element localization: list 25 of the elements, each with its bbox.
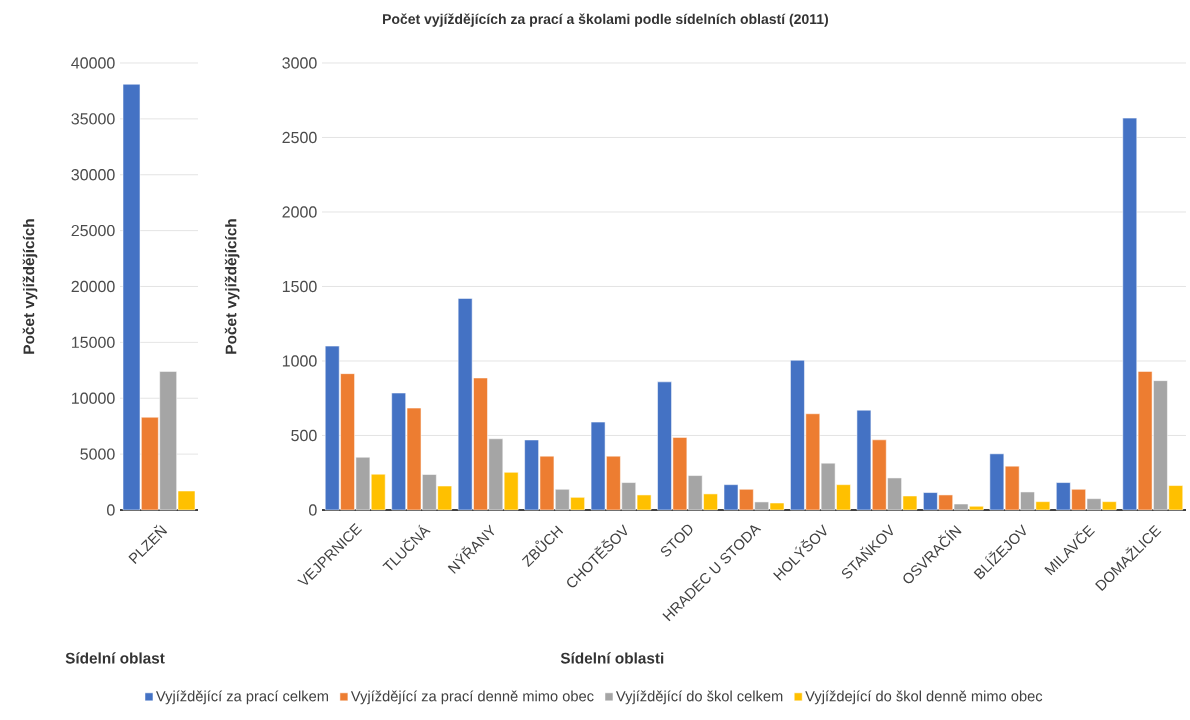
y-tick-label: 2000 xyxy=(282,206,317,218)
y-tick-label: 0 xyxy=(107,504,115,516)
y-tick-label: 40000 xyxy=(71,57,115,69)
legend-label: Vyjíždející do škol denně mimo obec xyxy=(805,690,1043,705)
y-tick-label: 2500 xyxy=(282,131,317,144)
y-tick-label: 500 xyxy=(291,429,317,442)
y-axis-title: Počet vyjíždějících xyxy=(224,219,240,354)
legend-label: Vyjíždějící za prací denně mimo obec xyxy=(350,690,594,705)
y-tick-label: 15000 xyxy=(72,336,115,349)
y-tick-label: 1000 xyxy=(282,355,317,367)
y-tick-label: 35000 xyxy=(71,113,115,125)
x-axis-title: Sídelní oblast xyxy=(65,652,165,664)
y-tick-label: 10000 xyxy=(72,392,115,404)
legend-label: Vyjíždějící do škol celkem xyxy=(615,690,783,705)
y-tick-label: 0 xyxy=(309,504,317,516)
legend-label: Vyjíždějící za prací celkem xyxy=(155,690,328,705)
y-tick-label: 3000 xyxy=(282,57,317,69)
y-tick-label: 30000 xyxy=(71,169,115,181)
chart-title: Počet vyjíždějících za prací a školami podle sídelních oblastí (2011) xyxy=(383,13,828,27)
y-tick-label: 1500 xyxy=(282,280,317,293)
y-axis-title: Počet vyjíždějících xyxy=(22,219,38,354)
y-tick-label: 20000 xyxy=(71,280,115,293)
y-tick-label: 5000 xyxy=(80,448,115,460)
y-tick-label: 25000 xyxy=(71,224,115,237)
x-axis-title: Sídelní oblasti xyxy=(560,652,664,664)
